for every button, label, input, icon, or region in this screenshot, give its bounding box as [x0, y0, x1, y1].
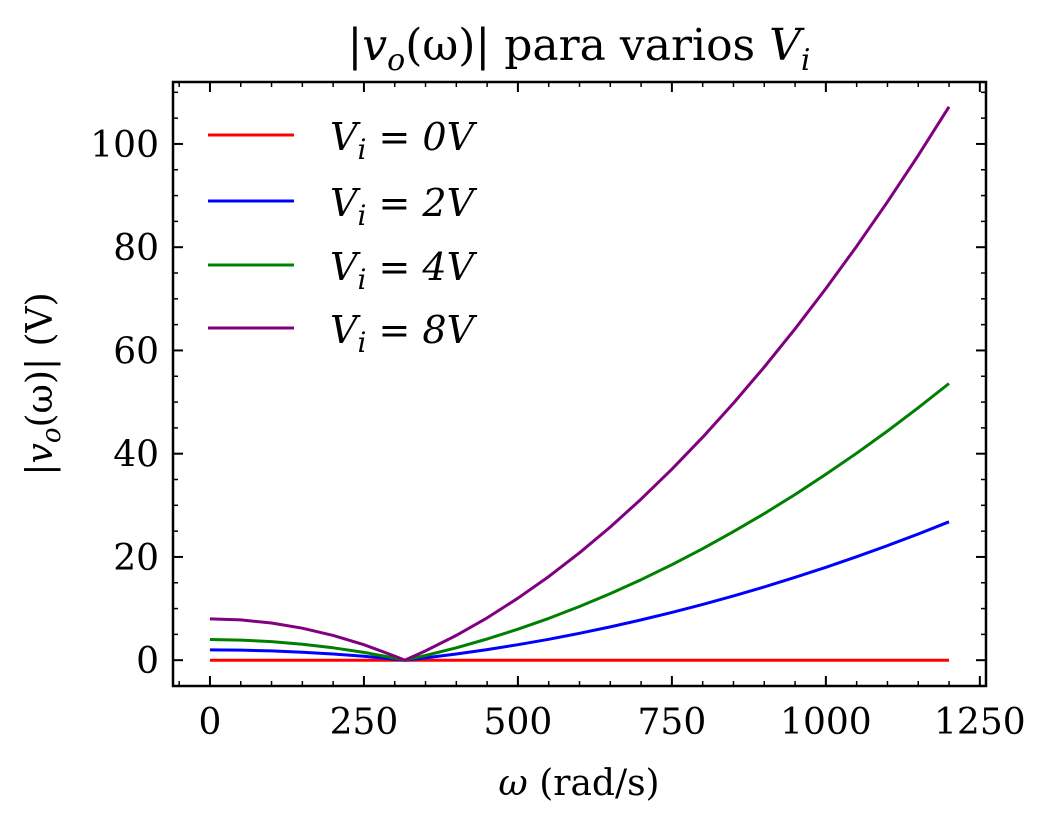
legend-label: Vi = 4V [330, 245, 478, 296]
y-tick-label: 40 [113, 435, 159, 476]
y-tick-label: 80 [113, 228, 159, 269]
legend-entry: Vi = 4V [208, 245, 478, 296]
x-tick-label: 250 [330, 702, 399, 743]
legend-entry: Vi = 8V [208, 308, 478, 359]
x-tick-label: 0 [199, 702, 222, 743]
axis-tick-labels: 0 250 500 750 1000 1250 0 20 40 60 80 100 [90, 125, 1025, 743]
series-line [209, 520, 950, 662]
y-axis-label: |vo(ω)| (V) [20, 292, 67, 475]
axis-ticks [173, 82, 986, 687]
legend-label: Vi = 8V [330, 308, 478, 359]
x-tick-label: 1250 [934, 702, 1026, 743]
y-tick-label: 20 [113, 538, 159, 579]
series-line [209, 105, 951, 662]
x-tick-label: 500 [484, 702, 553, 743]
legend-entry: Vi = 0V [208, 115, 478, 166]
y-tick-label: 0 [136, 641, 159, 682]
y-tick-label: 100 [90, 125, 159, 166]
x-axis-label: ω (rad/s) [498, 763, 659, 804]
legend-entry: Vi = 2V [208, 181, 478, 232]
chart-title: |vo(ω)| para varios Vi [347, 20, 810, 78]
legend-label: Vi = 0V [330, 115, 478, 166]
y-tick-label: 60 [113, 331, 159, 372]
x-tick-label: 1000 [780, 702, 872, 743]
series-group [209, 105, 951, 662]
series-line [209, 382, 950, 662]
legend-label: Vi = 2V [330, 181, 478, 232]
x-tick-label: 750 [638, 702, 707, 743]
legend: Vi = 0V Vi = 2V Vi = 4V Vi = 8V [208, 115, 478, 359]
